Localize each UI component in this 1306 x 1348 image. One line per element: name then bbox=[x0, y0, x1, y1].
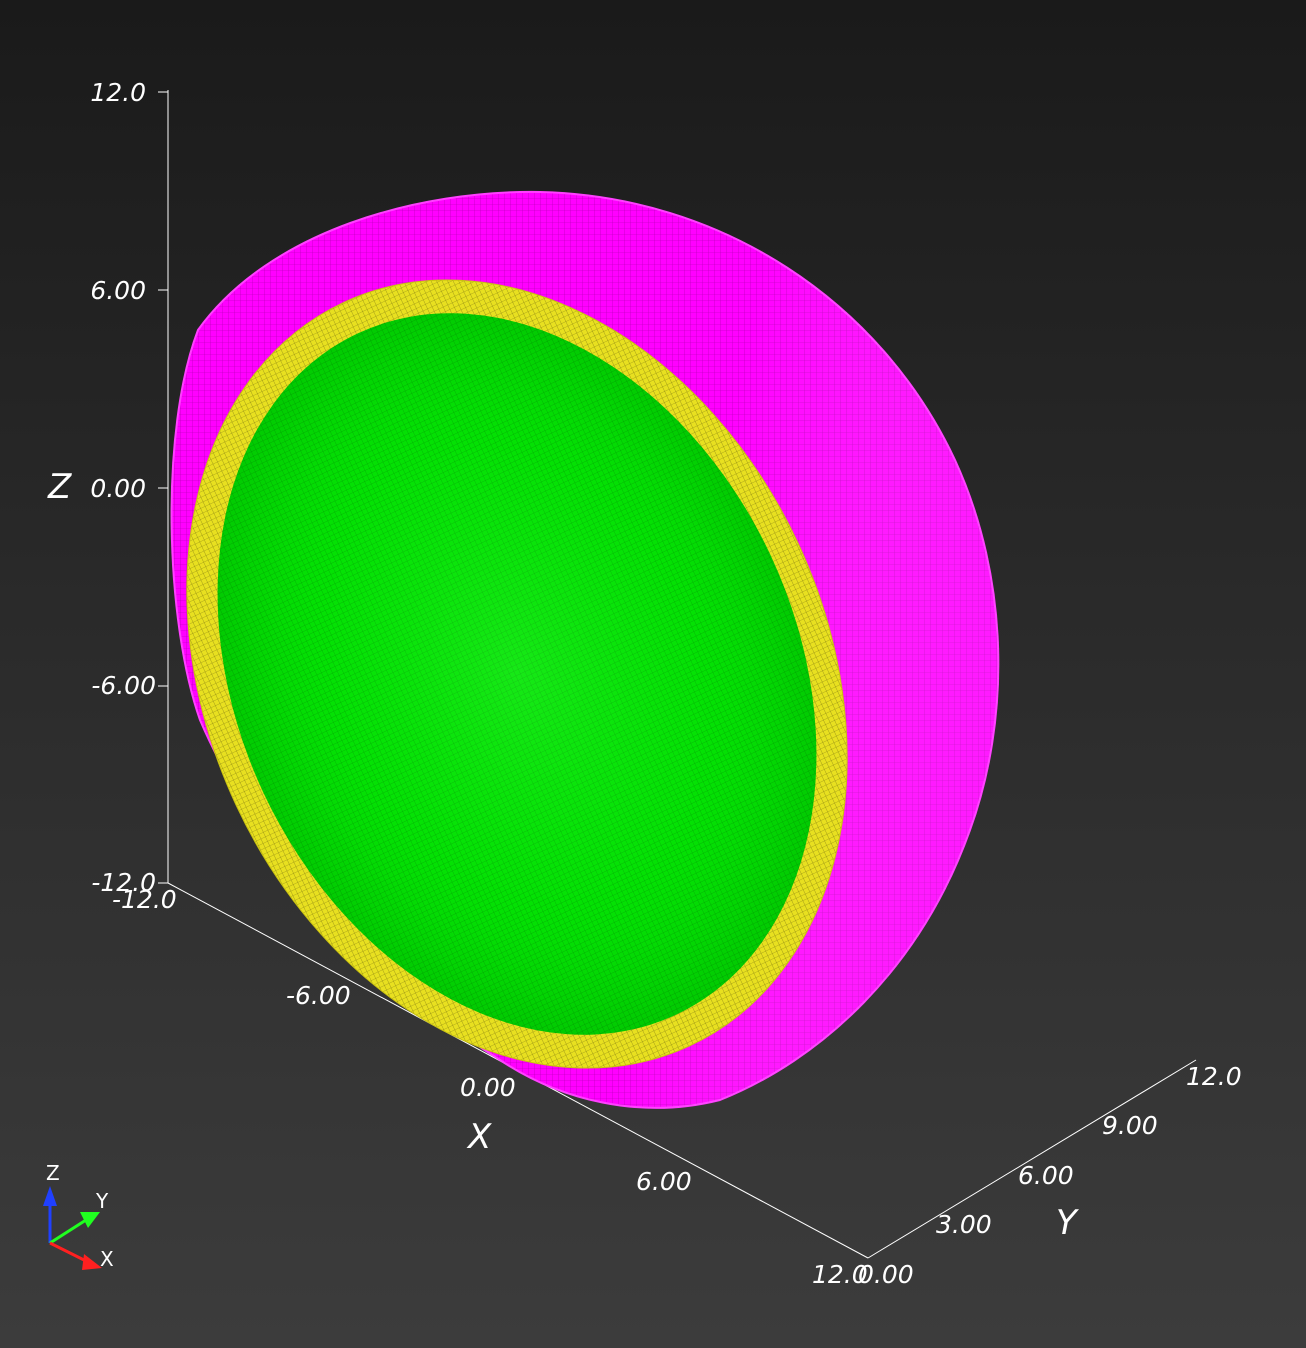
triad-z-label: Z bbox=[46, 1161, 60, 1185]
z-tick-label: 12.0 bbox=[90, 78, 146, 107]
y-axis-title: Y bbox=[1056, 1203, 1079, 1243]
triad-x-arrow bbox=[49, 1241, 89, 1264]
y-tick-label: 0.00 bbox=[858, 1260, 914, 1289]
x-tick-label: 0.00 bbox=[460, 1073, 516, 1102]
triad-x-head bbox=[82, 1254, 102, 1270]
y-tick-label: 6.00 bbox=[1018, 1161, 1074, 1190]
z-axis-title: Z bbox=[47, 467, 72, 507]
x-tick-label: -12.0 bbox=[112, 885, 177, 914]
triad-y-head bbox=[80, 1212, 100, 1228]
triad-z-head bbox=[43, 1186, 57, 1206]
y-tick-label: 9.00 bbox=[1102, 1111, 1158, 1140]
inner-core-glow bbox=[217, 313, 817, 1035]
orientation-triad[interactable]: Z Y X bbox=[43, 1161, 114, 1271]
x-tick-label: 12.0 bbox=[812, 1260, 868, 1289]
z-tick-label: -12.0 bbox=[91, 868, 156, 897]
triad-y-arrow bbox=[49, 1218, 87, 1245]
z-tick-label: -6.00 bbox=[91, 671, 156, 700]
triad-x-label: X bbox=[100, 1247, 114, 1271]
y-tick-label: 12.0 bbox=[1186, 1062, 1242, 1091]
z-axis-labels: 12.0 6.00 0.00 -6.00 -12.0 Z bbox=[47, 78, 156, 897]
y-tick-label: 3.00 bbox=[936, 1210, 992, 1239]
sphere-cutaway[interactable] bbox=[63, 171, 1000, 1176]
z-tick-label: 0.00 bbox=[90, 474, 146, 503]
y-axis-labels: 0.00 3.00 6.00 9.00 12.0 Y bbox=[858, 1062, 1242, 1289]
x-axis-title: X bbox=[466, 1117, 492, 1157]
x-tick-label: 6.00 bbox=[636, 1167, 692, 1196]
triad-y-label: Y bbox=[95, 1189, 109, 1213]
y-axis-line bbox=[867, 1059, 1197, 1259]
x-tick-label: -6.00 bbox=[286, 981, 351, 1010]
z-tick-label: 6.00 bbox=[90, 276, 146, 305]
x-axis-labels: -12.0 -6.00 0.00 6.00 12.0 X bbox=[112, 885, 868, 1289]
